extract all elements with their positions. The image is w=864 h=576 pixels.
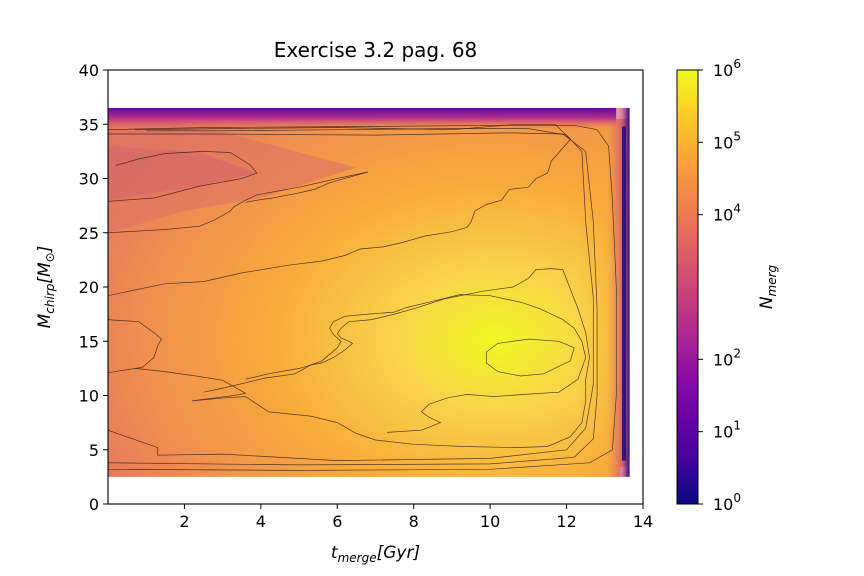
colorbar-tick-base: 10 bbox=[713, 423, 733, 442]
contour-line bbox=[485, 338, 575, 377]
x-axis-label: tmerge[Gyr] bbox=[331, 543, 420, 565]
colorbar-tick-exp: 5 bbox=[733, 129, 741, 143]
y-tick-label: 40 bbox=[79, 61, 99, 80]
x-tick-label: 2 bbox=[179, 512, 189, 531]
colorbar-tick-label: 101 bbox=[713, 419, 741, 442]
x-axis: 2 4 6 8 10 12 14 bbox=[179, 504, 653, 531]
colorbar-tick-exp: 6 bbox=[733, 57, 741, 71]
x-tick-label: 6 bbox=[332, 512, 342, 531]
y-axis-label-rest: [M bbox=[35, 262, 55, 284]
contour-line bbox=[108, 128, 594, 461]
x-tick-label: 10 bbox=[480, 512, 500, 531]
colorbar-tick-exp: 4 bbox=[733, 202, 741, 216]
contour-line bbox=[108, 151, 258, 202]
colorbar-tick-base: 10 bbox=[713, 206, 733, 225]
y-axis: 0 5 10 15 20 25 30 35 40 bbox=[79, 61, 108, 514]
colorbar-tick-label: 104 bbox=[713, 202, 741, 225]
x-tick-label: 14 bbox=[633, 512, 653, 531]
x-axis-label-main: t bbox=[331, 543, 339, 563]
y-tick-label: 0 bbox=[89, 495, 99, 514]
contour-line bbox=[108, 123, 571, 297]
x-tick-label: 4 bbox=[256, 512, 266, 531]
contour-line bbox=[108, 132, 598, 466]
chart-title: Exercise 3.2 pag. 68 bbox=[274, 38, 478, 62]
colorbar-tick-base: 10 bbox=[713, 495, 733, 514]
contour-lines bbox=[108, 123, 617, 471]
colorbar-tick-base: 10 bbox=[713, 133, 733, 152]
contour-line bbox=[203, 294, 587, 433]
heatmap-layer bbox=[108, 107, 630, 477]
y-axis-label-close: ] bbox=[35, 246, 55, 254]
contour-line bbox=[134, 268, 590, 448]
colorbar-tick-label: 106 bbox=[713, 57, 741, 80]
y-axis-label-rest-sub: ⊙ bbox=[43, 252, 57, 262]
colorbar-tick-label: 102 bbox=[713, 346, 741, 369]
colorbar-tick-exp: 1 bbox=[733, 419, 741, 433]
colorbar-tick-label: 105 bbox=[713, 129, 741, 152]
x-axis-label-sub: merge bbox=[338, 551, 377, 565]
x-tick-label: 8 bbox=[409, 512, 419, 531]
x-tick-label: 12 bbox=[556, 512, 576, 531]
colorbar-label-sub: merg bbox=[765, 264, 779, 296]
colorbar-tick-exp: 2 bbox=[733, 346, 741, 360]
heatmap-edge-cells bbox=[621, 126, 626, 461]
heatmap-top-falloff bbox=[108, 107, 617, 129]
y-tick-label: 30 bbox=[79, 170, 99, 189]
heatmap-edge-falloff bbox=[578, 107, 630, 477]
colorbar-gradient-bar bbox=[676, 69, 699, 505]
y-tick-label: 10 bbox=[79, 387, 99, 406]
colorbar-tick-label: 100 bbox=[713, 491, 741, 514]
y-tick-label: 20 bbox=[79, 278, 99, 297]
colorbar-tick-base: 10 bbox=[713, 61, 733, 80]
y-tick-label: 35 bbox=[79, 115, 99, 134]
contour-line bbox=[108, 319, 162, 374]
colorbar-label: Nmerg bbox=[757, 264, 779, 309]
y-axis-label: Mchirp[M⊙] bbox=[35, 246, 57, 329]
plot-area bbox=[107, 69, 644, 505]
contour-line bbox=[108, 124, 617, 471]
colorbar-label-main: N bbox=[757, 296, 777, 309]
colorbar-tick-exp: 0 bbox=[733, 491, 741, 505]
x-axis-label-rest: [Gyr] bbox=[377, 543, 421, 563]
y-tick-label: 25 bbox=[79, 224, 99, 243]
colorbar-tick-base: 10 bbox=[713, 350, 733, 369]
y-tick-label: 15 bbox=[79, 332, 99, 351]
y-axis-label-main: M bbox=[35, 313, 55, 328]
y-tick-label: 5 bbox=[89, 441, 99, 460]
heatmap-lowest-density-region bbox=[108, 145, 258, 201]
y-axis-label-sub: chirp bbox=[43, 283, 57, 313]
contour-line bbox=[108, 171, 368, 234]
